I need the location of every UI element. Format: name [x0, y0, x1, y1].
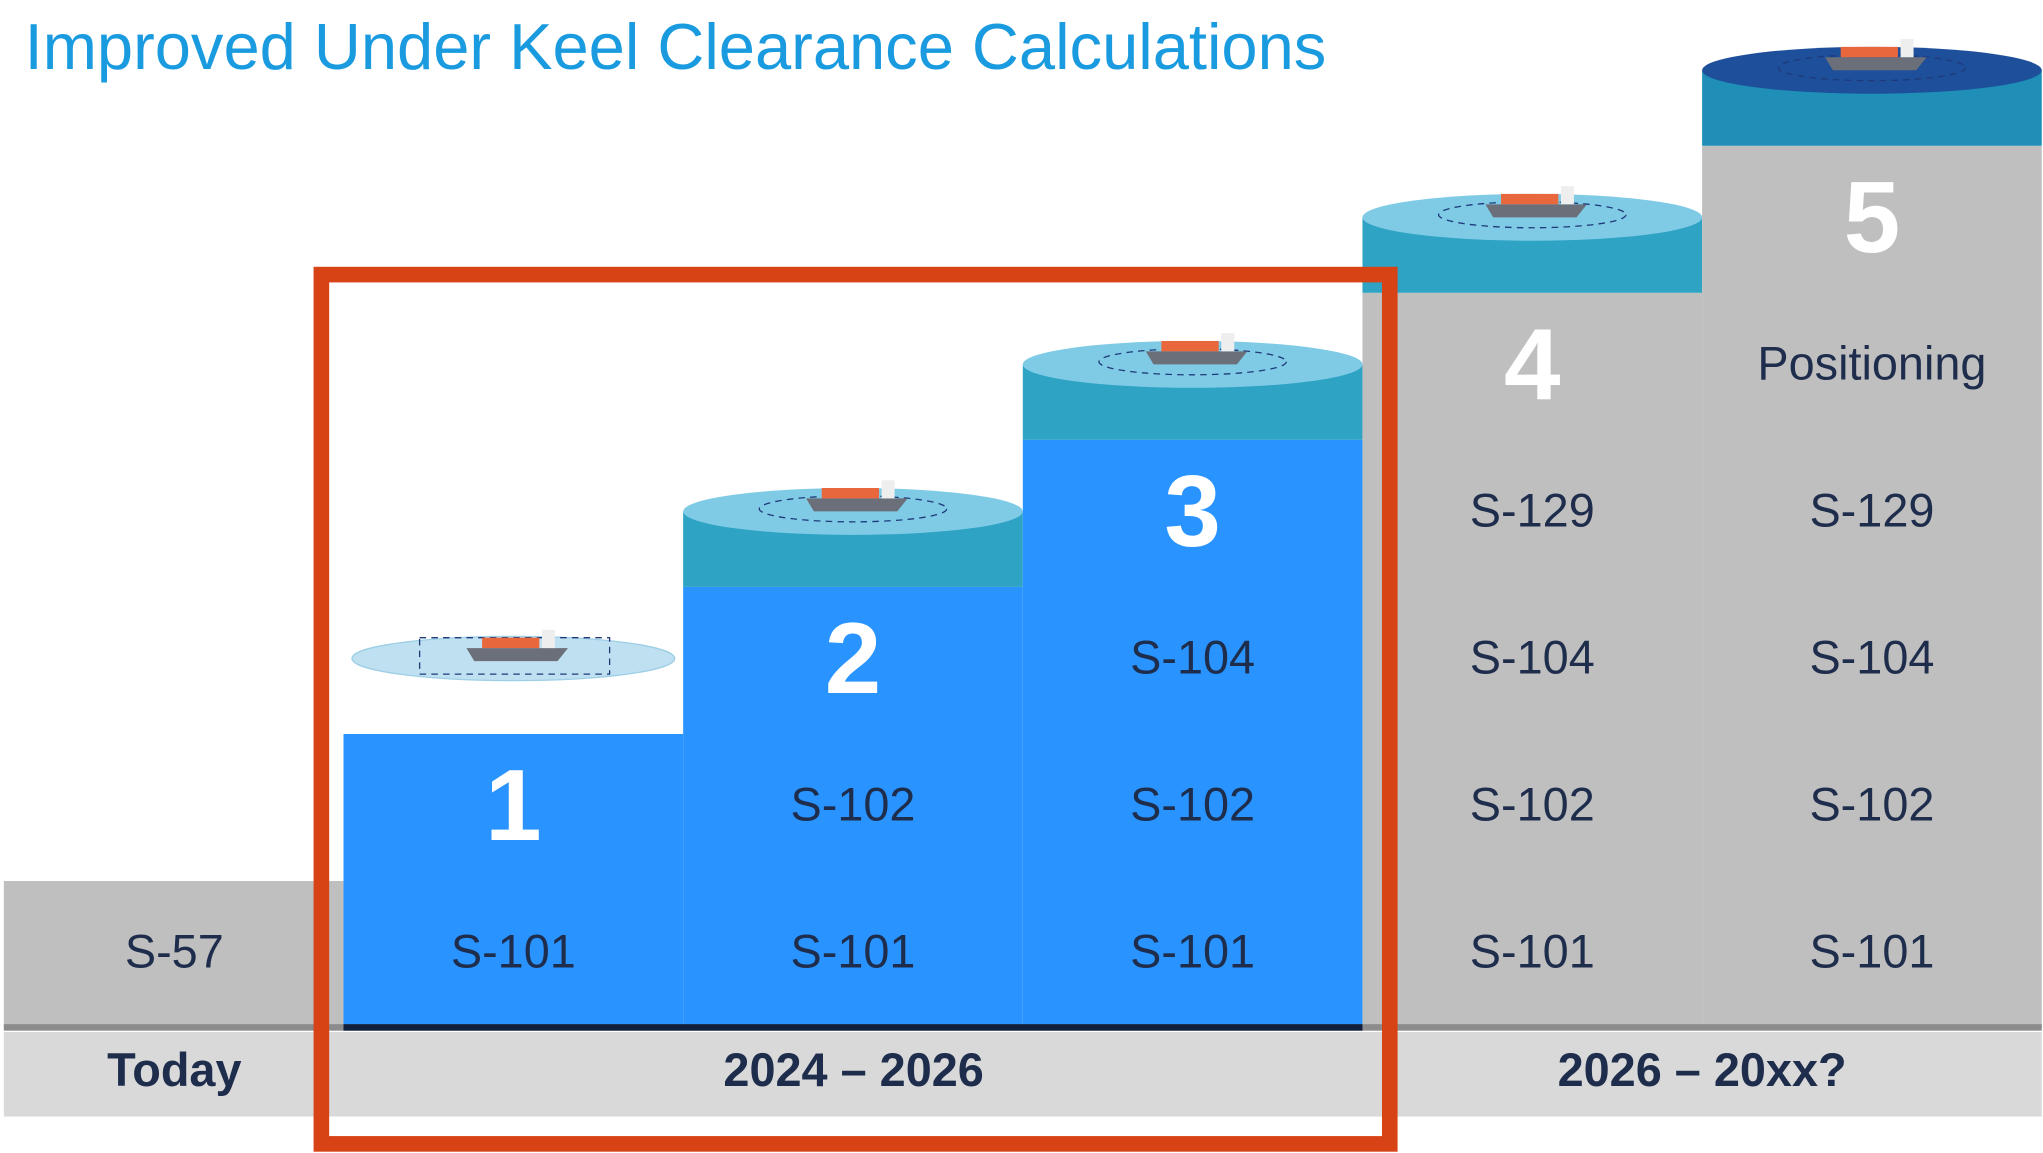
- ship-hull: [466, 648, 568, 661]
- ship-bridge: [1221, 333, 1234, 351]
- step-number: 5: [1844, 160, 1900, 274]
- ship-hull: [806, 498, 908, 511]
- base-line-dark: [343, 1024, 1362, 1031]
- step-column: [1702, 146, 2042, 1028]
- ship-bridge: [542, 630, 555, 648]
- product-label: S-101: [790, 926, 915, 978]
- period-label: Today: [107, 1044, 241, 1096]
- product-label: S-129: [1809, 484, 1934, 536]
- product-label: S-104: [1470, 631, 1595, 683]
- step-number: 4: [1504, 307, 1560, 421]
- period-label: 2024 – 2026: [723, 1044, 983, 1096]
- ship-cargo: [1161, 341, 1218, 351]
- ship-bridge: [882, 480, 895, 498]
- product-label: S-101: [451, 926, 576, 978]
- ship-bridge: [1901, 39, 1914, 57]
- page: Improved Under Keel Clearance Calculatio…: [0, 0, 2043, 1153]
- product-label: S-102: [1809, 779, 1934, 831]
- product-label: S-101: [1809, 926, 1934, 978]
- product-label: S-101: [1130, 926, 1255, 978]
- ship-bridge: [1561, 186, 1574, 204]
- product-label: S-104: [1130, 631, 1255, 683]
- ship-hull: [1825, 57, 1927, 70]
- ship-cargo: [1841, 47, 1898, 57]
- product-label: S-102: [1470, 779, 1595, 831]
- title: Improved Under Keel Clearance Calculatio…: [25, 10, 1327, 83]
- ship-hull: [1485, 204, 1587, 217]
- step-number: 3: [1164, 454, 1220, 568]
- product-label: S-102: [1130, 779, 1255, 831]
- product-label: S-101: [1470, 926, 1595, 978]
- step-number: 2: [825, 601, 881, 715]
- ship-cargo: [1501, 194, 1558, 204]
- diagram: Improved Under Keel Clearance Calculatio…: [0, 0, 2043, 1153]
- product-label: S-129: [1470, 484, 1595, 536]
- step-number: 1: [485, 748, 541, 862]
- ship-hull: [1146, 351, 1248, 364]
- product-label: S-104: [1809, 631, 1934, 683]
- period-label: 2026 – 20xx?: [1558, 1044, 1847, 1096]
- product-label: S-102: [790, 779, 915, 831]
- product-label: S-57: [125, 926, 224, 978]
- ship-cargo: [822, 488, 879, 498]
- ship-cargo: [482, 638, 539, 648]
- step-label: Positioning: [1757, 337, 1986, 389]
